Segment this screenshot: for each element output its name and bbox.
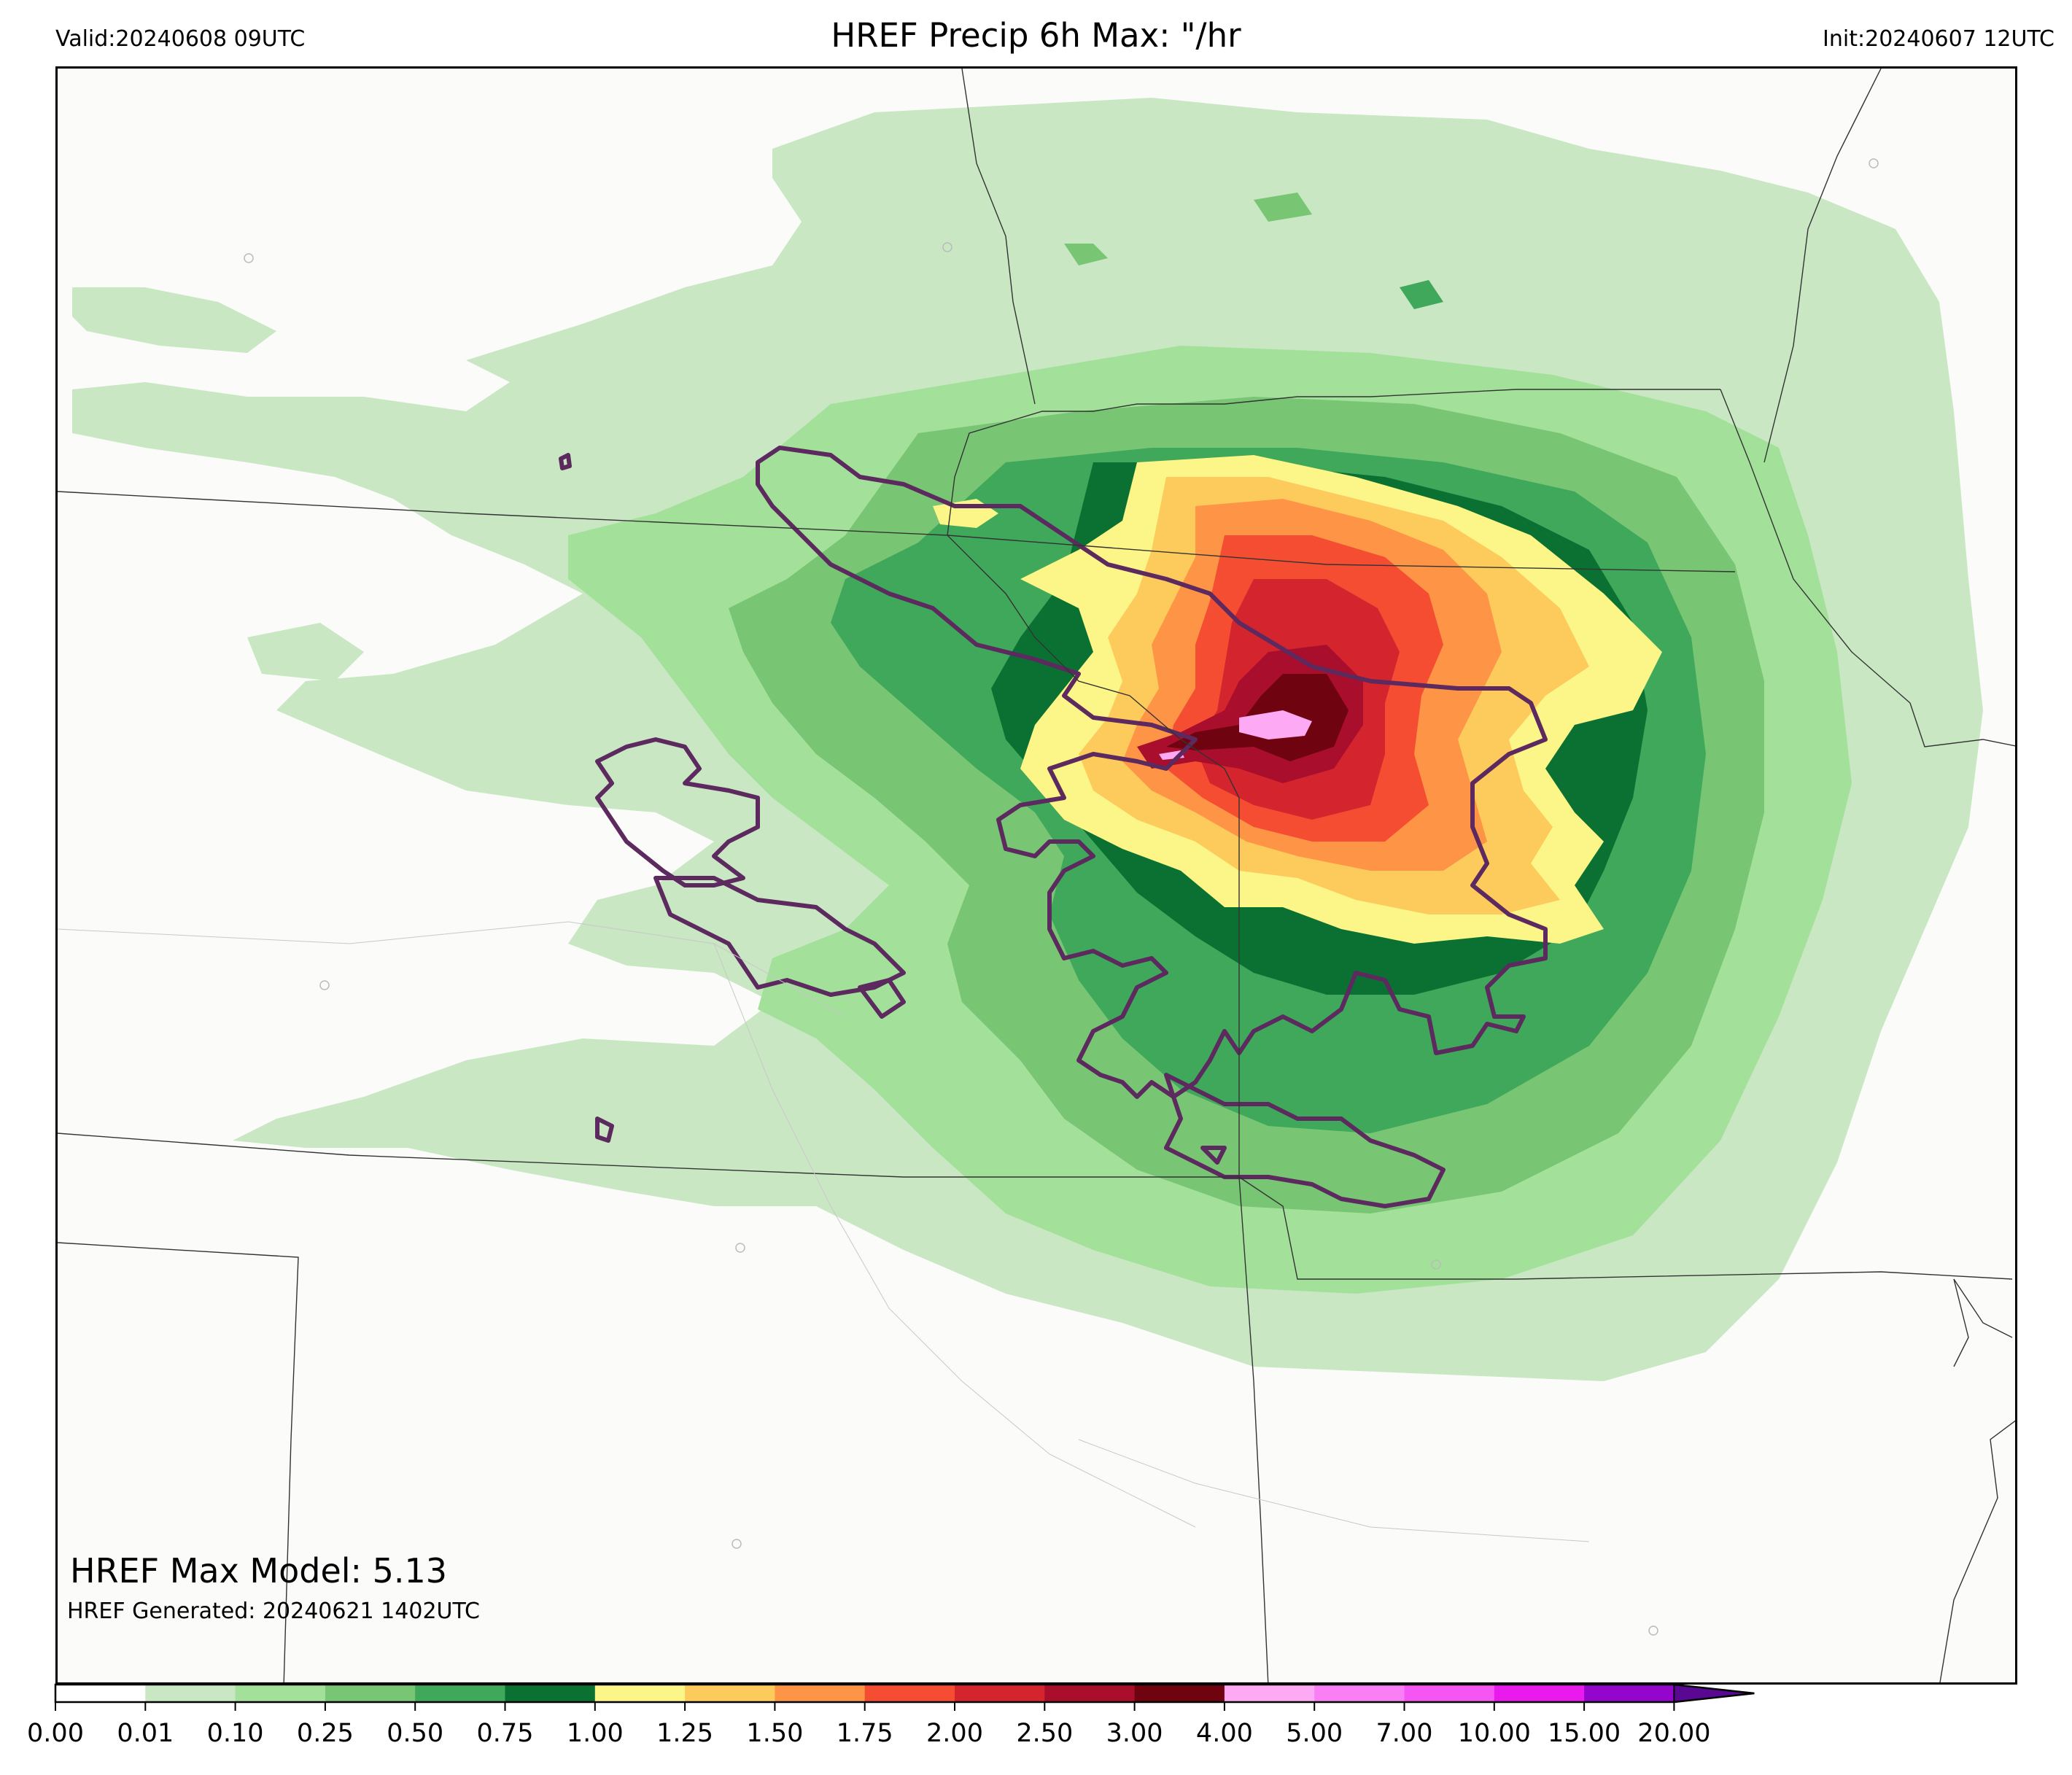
colorbar-tick-label: 3.00 — [1106, 1719, 1163, 1748]
state-boundaries — [58, 69, 2015, 1682]
colorbar-bin — [955, 1685, 1045, 1702]
colorbar-tick-label: 2.50 — [1016, 1719, 1073, 1748]
colorbar-tick-label: 15.00 — [1548, 1719, 1621, 1748]
purple-contours — [559, 446, 1548, 1208]
colorbar-tick-label: 0.10 — [207, 1719, 264, 1748]
colorbar-tick-label: 7.00 — [1376, 1719, 1433, 1748]
precip-contour-4.00 — [1239, 710, 1312, 739]
colorbar-tick-label: 0.25 — [297, 1719, 354, 1748]
county-lines — [58, 921, 1590, 1542]
colorbar-bin — [145, 1685, 236, 1702]
colorbar-tick-label: 1.50 — [746, 1719, 803, 1748]
colorbar-tick-label: 0.50 — [387, 1719, 443, 1748]
max-model-label: HREF Max Model: 5.13 — [70, 1551, 448, 1590]
colorbar-bin — [685, 1685, 775, 1702]
colorbar-bin — [1224, 1685, 1315, 1702]
precip-shading — [72, 98, 1983, 1381]
colorbar-tick-label: 1.75 — [837, 1719, 893, 1748]
colorbar-bin — [55, 1685, 146, 1702]
colorbar-bin — [415, 1685, 505, 1702]
colorbar-tick-label: 1.25 — [656, 1719, 713, 1748]
colorbar-tick-label: 5.00 — [1286, 1719, 1343, 1748]
colorbar-bin — [864, 1685, 955, 1702]
colorbar-bin — [505, 1685, 596, 1702]
colorbar-extend-arrow — [1673, 1683, 1755, 1704]
colorbar-bin — [594, 1685, 686, 1702]
colorbar-tick-label: 1.00 — [567, 1719, 624, 1748]
colorbar: 0.00 0.01 0.10 0.25 0.50 0.75 1.00 1.25 1.50 1.75… — [27, 1683, 1755, 1748]
colorbar-tick-label: 4.00 — [1196, 1719, 1253, 1748]
colorbar-bin — [325, 1685, 416, 1702]
colorbar-tick-label: 0.01 — [117, 1719, 174, 1748]
precip-map — [58, 69, 2015, 1682]
map-title: HREF Precip 6h Max: "/hr — [831, 16, 1241, 55]
colorbar-bin — [1404, 1685, 1495, 1702]
colorbar-ticks: 0.00 0.01 0.10 0.25 0.50 0.75 1.00 1.25 1.50 1.75… — [27, 1702, 1711, 1748]
colorbar-bin — [1494, 1685, 1585, 1702]
colorbar-bin — [235, 1685, 326, 1702]
colorbar-tick-label: 0.75 — [477, 1719, 534, 1748]
colorbar-tick-label: 0.00 — [27, 1719, 84, 1748]
init-time: Init:20240607 12UTC — [1823, 26, 2054, 52]
colorbar-bins — [54, 1683, 1755, 1704]
colorbar-tick-label: 20.00 — [1637, 1719, 1710, 1748]
colorbar-outline — [54, 1683, 1755, 1704]
colorbar-tick-label: 2.00 — [926, 1719, 983, 1748]
colorbar-bin — [1314, 1685, 1405, 1702]
generated-label: HREF Generated: 20240621 1402UTC — [67, 1599, 481, 1624]
colorbar-bin — [1044, 1685, 1136, 1702]
map-panel — [55, 66, 2017, 1685]
colorbar-bin — [1584, 1685, 1675, 1702]
colorbar-bin — [1134, 1685, 1225, 1702]
colorbar-bin — [775, 1685, 866, 1702]
city-markers — [244, 158, 1879, 1636]
colorbar-tick-label: 10.00 — [1458, 1719, 1531, 1748]
valid-time: Valid:20240608 09UTC — [55, 26, 306, 52]
